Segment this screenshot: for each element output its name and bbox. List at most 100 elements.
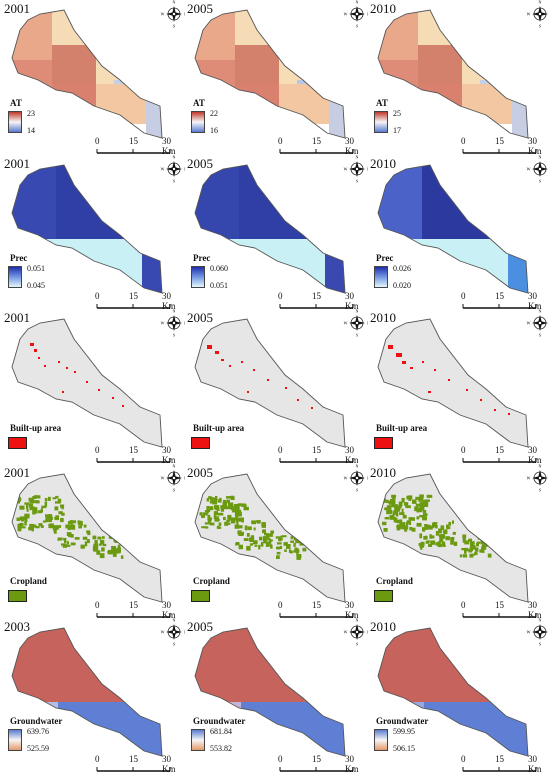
cropland-patch [84, 541, 88, 547]
cropland-patch [302, 547, 307, 552]
cropland-patch [422, 527, 426, 532]
scale-label-0: 0 [95, 445, 100, 455]
cropland-patch [450, 542, 454, 545]
cropland-patch [24, 502, 30, 505]
cropland-patch [463, 547, 469, 551]
year-label: 2001 [4, 1, 30, 16]
cropland-patch [24, 517, 28, 523]
cropland-patch [236, 513, 239, 517]
compass-s-label: S [539, 488, 541, 493]
cropland-patch [476, 542, 479, 547]
cropland-patch [29, 500, 35, 504]
temp-zone [378, 60, 418, 100]
scale-label-0: 0 [278, 291, 283, 301]
cropland-patch [214, 518, 220, 521]
compass-s-label: S [539, 179, 541, 184]
cropland-patch [266, 536, 270, 540]
cropland-patch [120, 535, 124, 539]
cropland-patch [474, 551, 478, 556]
map-canvas: NSWE [377, 618, 548, 772]
year-label: 2005 [187, 156, 213, 171]
cropland-patch [64, 539, 67, 544]
cropland-patch [462, 554, 468, 558]
scale-label-0: 0 [278, 600, 283, 610]
study-area-outline [194, 473, 346, 603]
cropland-patch [218, 522, 222, 527]
year-label: 2010 [370, 619, 396, 634]
legend-swatch [8, 437, 27, 449]
cropland-patch [283, 542, 288, 546]
cropland-patch [244, 525, 248, 531]
cropland-patch [120, 555, 124, 559]
cropland-patch [54, 501, 61, 504]
temp-zone [96, 84, 146, 124]
compass-n-label: N [356, 0, 359, 5]
study-area-outline [194, 627, 346, 757]
legend-swatch [374, 437, 393, 449]
cropland-patch [304, 537, 309, 542]
legend-swatch [191, 437, 210, 449]
cropland-patch [241, 503, 244, 507]
legend-max-value: 22 [210, 109, 218, 118]
cropland-patch [203, 513, 208, 516]
cropland-patch [48, 518, 52, 523]
compass-s-label: S [539, 333, 541, 338]
cropland-patch [226, 522, 231, 525]
cropland-patch [415, 496, 420, 500]
cropland-patch [16, 517, 21, 521]
map-canvas: NSWE [377, 309, 548, 463]
scale-label-2: 30 Km [528, 291, 542, 311]
temp-zone [146, 84, 162, 138]
cropland-patch [450, 537, 455, 540]
cropland-patch [420, 545, 423, 550]
cropland-patch [474, 547, 479, 552]
cropland-patch [275, 536, 281, 539]
scale-bar [96, 613, 171, 618]
cropland-patch [276, 551, 281, 555]
compass-s-label: S [539, 24, 541, 29]
legend-title: AT [376, 98, 388, 108]
cropland-patch [485, 539, 489, 544]
built-up-patch [30, 343, 34, 346]
scale-bar [279, 767, 354, 772]
legend-max-value: 681.84 [210, 727, 232, 736]
cropland-patch [230, 495, 234, 500]
cropland-patch [222, 504, 227, 510]
compass-rose-icon: N S W E [344, 464, 368, 493]
legend-title: Cropland [10, 576, 47, 586]
scale-label-1: 15 [495, 600, 504, 610]
cropland-patch [34, 507, 38, 510]
map-canvas: NSWE [11, 309, 185, 463]
cropland-patch [216, 507, 220, 511]
scale-label-1: 15 [495, 754, 504, 764]
cropland-patch [466, 549, 471, 552]
cropland-patch [429, 534, 432, 539]
study-area-outline [194, 164, 346, 294]
cropland-patch [419, 533, 423, 539]
scale-label-2: 30 Km [345, 754, 359, 774]
cropland-patch [251, 520, 257, 525]
legend-min-value: 506.15 [393, 744, 415, 753]
compass-n-label: N [356, 464, 359, 469]
compass-w-label: W [527, 12, 531, 17]
cropland-patch [26, 504, 29, 509]
scale-label-1: 15 [312, 754, 321, 764]
study-area-outline [11, 627, 163, 757]
cropland-patch [35, 526, 40, 529]
cropland-patch [97, 536, 101, 539]
cropland-patch [238, 544, 243, 550]
scale-label-0: 0 [278, 754, 283, 764]
compass-w-label: W [527, 167, 531, 172]
cropland-patch [54, 506, 59, 511]
cropland-patch [469, 547, 472, 550]
cropland-patch [55, 495, 59, 499]
compass-s-label: S [173, 642, 175, 647]
cropland-patch [24, 513, 30, 519]
cropland-patch [19, 522, 24, 527]
cropland-patch [481, 546, 484, 552]
cropland-patch [201, 514, 205, 518]
cropland-patch [29, 506, 35, 511]
legend-swatch [191, 590, 210, 602]
cropland-patch [108, 535, 112, 539]
